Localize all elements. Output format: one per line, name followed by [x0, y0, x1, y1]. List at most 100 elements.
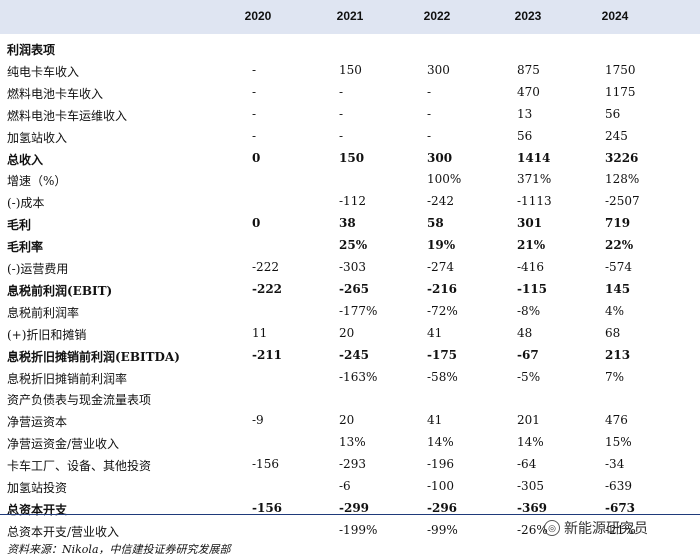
cell-2024: 476 — [605, 413, 628, 428]
row-label: 利润表项 — [7, 43, 56, 57]
cell-2023: 56 — [517, 128, 533, 143]
cell-2024: 245 — [605, 128, 628, 143]
cell-2020: - — [252, 84, 257, 99]
cell-2022: -296 — [427, 500, 458, 515]
table-row: 总收入 0 150 300 1414 3226 — [0, 148, 700, 170]
cell-2024: 68 — [605, 325, 621, 340]
table-row: (-)运营费用 -222 -303 -274 -416 -574 — [0, 257, 700, 279]
cell-2024: 1175 — [605, 84, 636, 99]
cell-2023: -26% — [517, 522, 548, 537]
year-header-2020: 2020 — [244, 9, 272, 23]
cell-2022: -100 — [427, 479, 454, 493]
table-row: 燃料电池卡车运维收入 - - - 13 56 — [0, 104, 700, 126]
table-row: 息税折旧摊销前利润率 -163% -58% -5% 7% — [0, 367, 700, 389]
cell-2024: -574 — [605, 260, 632, 274]
row-label: (+)折旧和摊销 — [7, 327, 87, 342]
cell-2020: -211 — [252, 347, 283, 362]
cell-2020: -9 — [252, 413, 264, 428]
row-label: 息税折旧摊销前利润(EBITDA) — [7, 349, 180, 364]
cell-2024: -639 — [605, 479, 632, 493]
cell-2021: - — [339, 128, 344, 143]
cell-2020: -156 — [252, 457, 279, 472]
table-row: 总资本开支/营业收入 -199% -99% -26% -21% — [0, 520, 700, 542]
cell-2023: 13 — [517, 106, 533, 121]
cell-2024: -2507 — [605, 194, 640, 209]
row-label: (-)运营费用 — [7, 262, 69, 276]
cell-2022: 41 — [427, 325, 443, 340]
cell-2021: -163% — [339, 369, 378, 384]
table-header-row: 2020 2021 2022 2023 2024 — [0, 0, 700, 34]
cell-2022: 19% — [427, 238, 456, 253]
cell-2021: -265 — [339, 281, 370, 296]
year-header-2024: 2024 — [601, 9, 629, 23]
cell-2021: 38 — [339, 216, 356, 231]
cell-2024: -21% — [605, 522, 636, 537]
cell-2022: - — [427, 84, 432, 99]
row-label: 毛利 — [7, 218, 32, 233]
cell-2022: - — [427, 106, 432, 121]
cell-2021: - — [339, 84, 344, 99]
cell-2022: 100% — [427, 172, 462, 187]
cell-2024: 719 — [605, 216, 631, 231]
cell-2022: 300 — [427, 62, 450, 77]
row-label: 息税前利润率 — [7, 305, 80, 320]
cell-2023: 21% — [517, 238, 546, 253]
table-row: 息税前利润率 -177% -72% -8% 4% — [0, 301, 700, 323]
table-row: 净营运资金/营业收入 13% 14% 14% 15% — [0, 432, 700, 454]
table-row: 息税前利润(EBIT) -222 -265 -216 -115 145 — [0, 279, 700, 301]
table-row: 毛利 0 38 58 301 719 — [0, 213, 700, 235]
cell-2020: -222 — [252, 281, 283, 296]
row-label: 卡车工厂、设备、其他投资 — [7, 459, 152, 474]
cell-2021: 20 — [339, 413, 355, 428]
cell-2024: 145 — [605, 281, 631, 296]
cell-2020: 0 — [252, 216, 261, 231]
row-label: 加氢站收入 — [7, 130, 68, 145]
table-row: 毛利率 25% 19% 21% 22% — [0, 235, 700, 257]
row-label: 总收入 — [7, 152, 44, 167]
cell-2022: - — [427, 128, 432, 143]
row-label: 资产负债表与现金流量表项 — [7, 393, 152, 408]
cell-2021: -303 — [339, 260, 366, 274]
cell-2023: -64 — [517, 457, 537, 472]
cell-2022: -58% — [427, 369, 458, 384]
row-label: 燃料电池卡车收入 — [7, 86, 104, 101]
cell-2021: - — [339, 106, 344, 121]
row-label: (-)成本 — [7, 196, 45, 211]
cell-2024: -34 — [605, 457, 625, 472]
cell-2021: -199% — [339, 522, 378, 537]
cell-2023: 470 — [517, 84, 540, 99]
cell-2021: 150 — [339, 150, 365, 165]
row-label: 总资本开支/营业收入 — [7, 524, 120, 539]
cell-2024: 1750 — [605, 62, 636, 77]
watermark-text: 新能源研究员 — [564, 520, 648, 536]
cell-2024: -673 — [605, 500, 636, 515]
row-label: 息税前利润(EBIT) — [7, 283, 113, 298]
cell-2023: -5% — [517, 369, 541, 384]
cell-2020: - — [252, 106, 257, 121]
table-row: 加氢站投资 -6 -100 -305 -639 — [0, 476, 700, 498]
cell-2023: -8% — [517, 303, 541, 318]
row-label: 净营运资本 — [7, 415, 68, 430]
row-label: 总资本开支 — [7, 502, 68, 517]
year-header-2021: 2021 — [336, 9, 364, 23]
table-row: 总资本开支 -156 -299 -296 -369 -673 — [0, 498, 700, 520]
cell-2023: -115 — [517, 281, 548, 296]
cell-2021: -245 — [339, 347, 370, 362]
cell-2024: 3226 — [605, 150, 639, 165]
table-row: 利润表项 — [0, 38, 700, 60]
cell-2020: -156 — [252, 500, 283, 515]
table-row: 纯电卡车收入 - 150 300 875 1750 — [0, 60, 700, 82]
cell-2023: -1113 — [517, 194, 552, 209]
cell-2023: 1414 — [517, 150, 551, 165]
cell-2023: -305 — [517, 479, 544, 493]
watermark: ◎ 新能源研究员 — [544, 518, 648, 538]
cell-2021: -6 — [339, 479, 351, 493]
cell-2023: 371% — [517, 172, 552, 187]
cell-2024: 15% — [605, 435, 632, 450]
cell-2020: -222 — [252, 260, 279, 274]
cell-2021: 25% — [339, 238, 368, 253]
cell-2024: 128% — [605, 172, 640, 187]
cell-2022: -196 — [427, 457, 454, 472]
table-row: 净营运资本 -9 20 41 201 476 — [0, 410, 700, 432]
wechat-icon: ◎ — [544, 520, 560, 536]
